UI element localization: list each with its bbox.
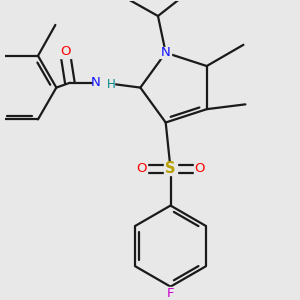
Text: O: O: [60, 45, 70, 58]
Text: O: O: [136, 162, 147, 176]
Bar: [93, 75, 114, 87]
Text: H: H: [106, 78, 115, 91]
Bar: [164, 163, 177, 175]
Text: S: S: [165, 161, 176, 176]
Text: N: N: [161, 46, 171, 59]
Text: O: O: [194, 162, 205, 176]
Bar: [165, 287, 176, 298]
Text: F: F: [167, 287, 174, 300]
Text: N: N: [91, 76, 101, 89]
Bar: [194, 163, 205, 175]
Bar: [136, 163, 147, 175]
Bar: [59, 46, 71, 58]
Bar: [160, 47, 172, 58]
